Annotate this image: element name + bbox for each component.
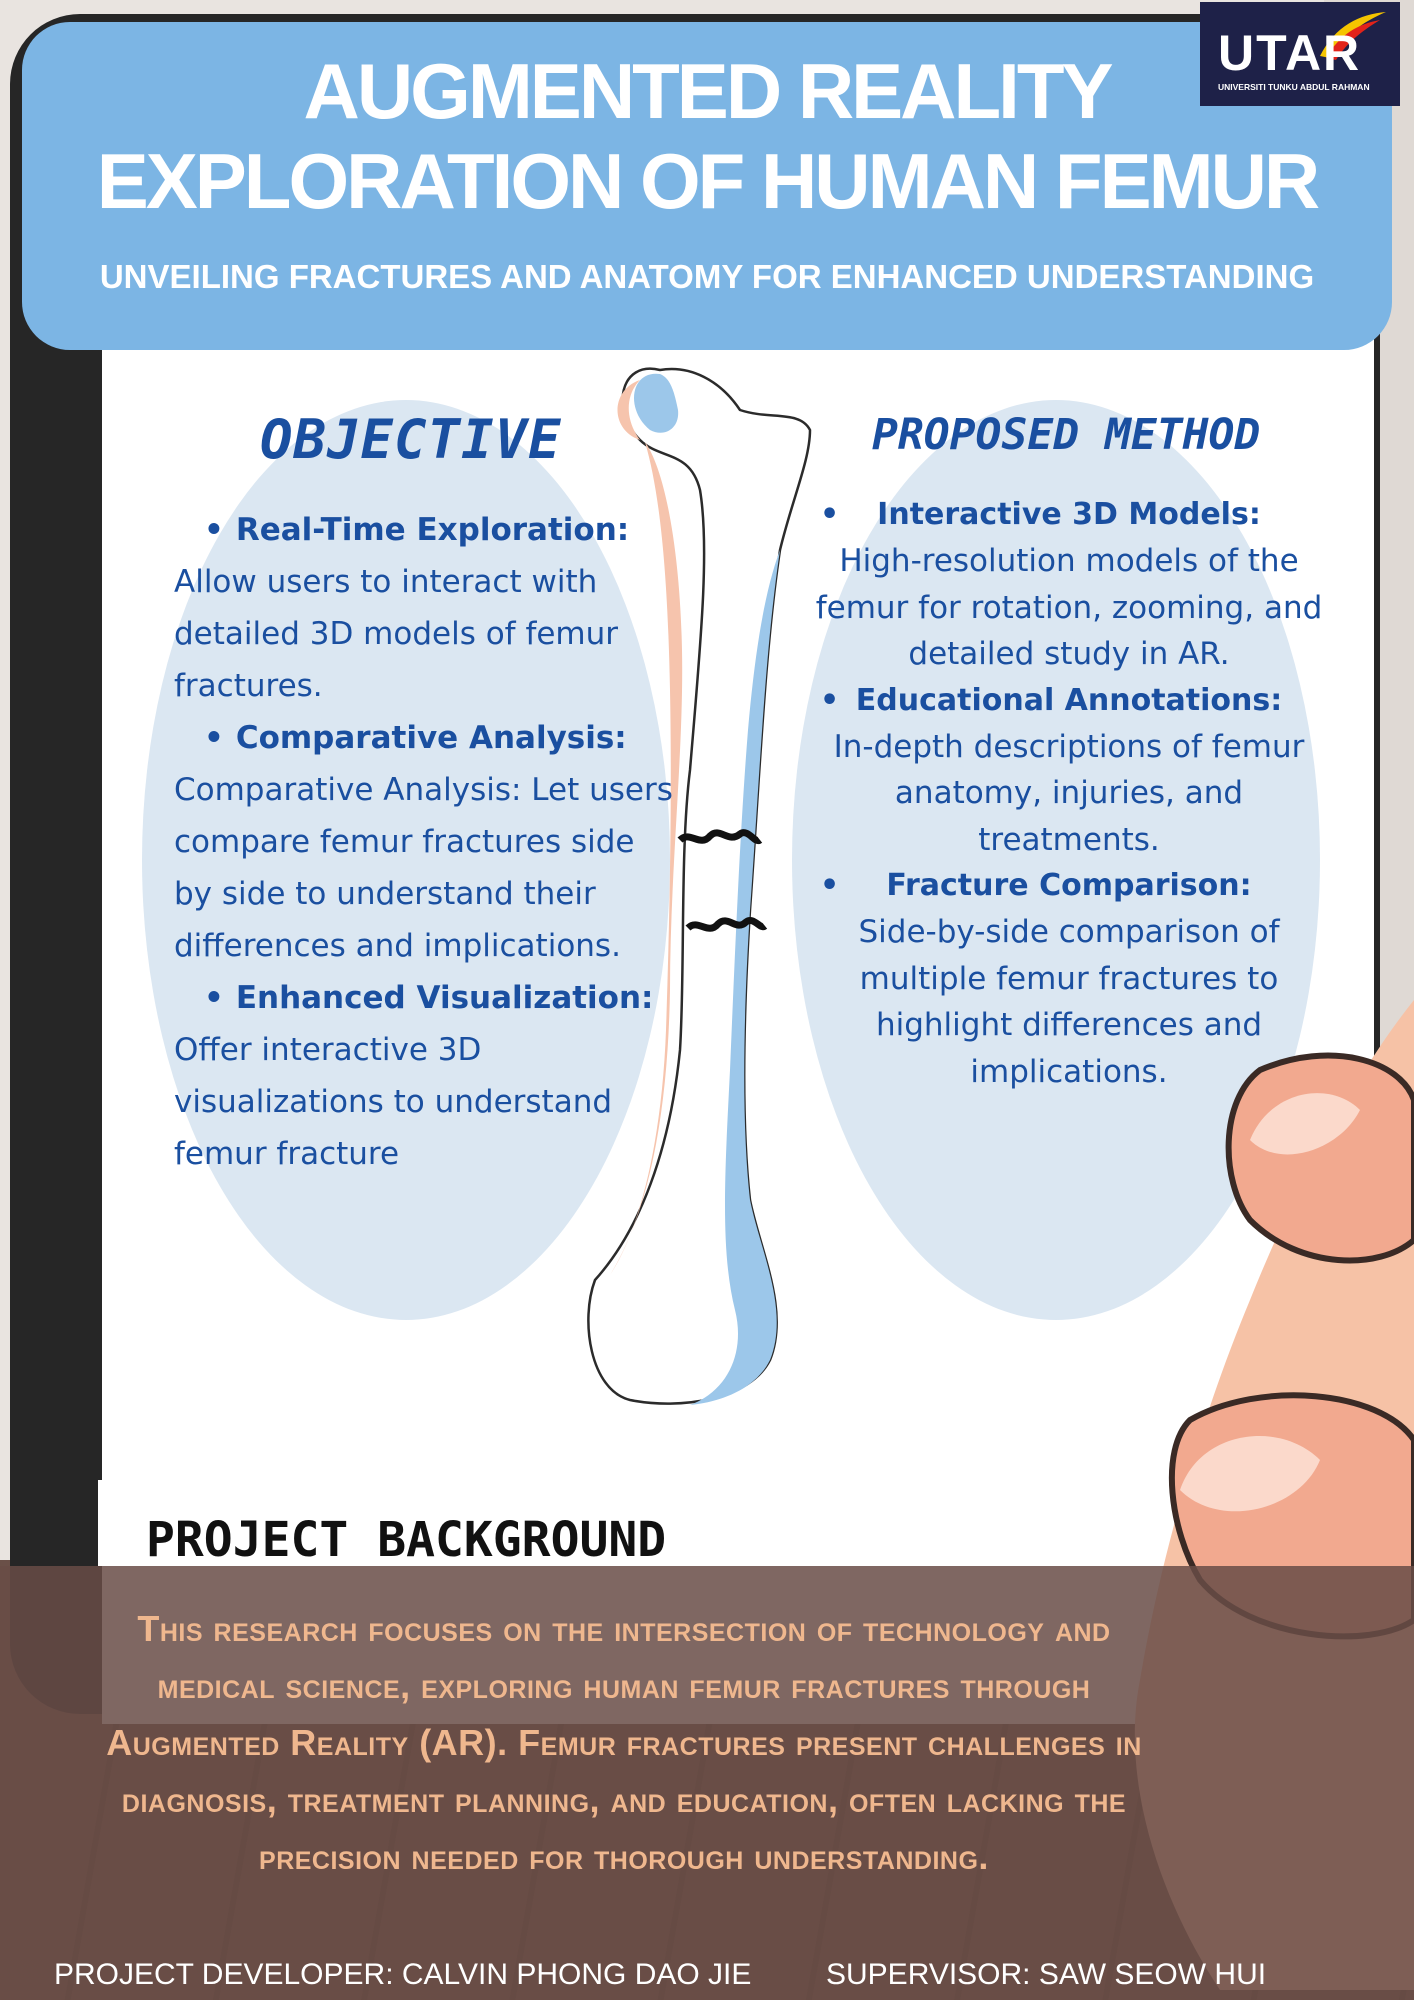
objective-item-heading: • Enhanced Visualization:	[204, 980, 654, 1016]
background-title-box	[98, 1480, 1108, 1566]
method-item-heading: • Educational Annotations:	[820, 682, 1283, 718]
objective-item: • Comparative Analysis: Comparative Analy…	[174, 712, 674, 972]
objective-item-heading: • Comparative Analysis:	[204, 720, 627, 756]
objective-item-body: Allow users to interact with detailed 3D…	[174, 564, 619, 704]
background-panel	[0, 1566, 1414, 2000]
method-item-body: In-depth descriptions of femur anatomy, …	[833, 728, 1305, 858]
femur-head-shading	[633, 373, 679, 433]
background-title: PROJECT BACKGROUND	[146, 1512, 667, 1568]
objective-list: • Real-Time Exploration: Allow users to i…	[174, 504, 674, 1180]
method-item-body: High-resolution models of the femur for …	[815, 543, 1323, 672]
method-item-heading: • Fracture Comparison:	[820, 868, 1252, 903]
objective-title: OBJECTIVE	[260, 408, 562, 471]
method-item-heading: • Interactive 3D Models:	[820, 497, 1261, 532]
femur-shading-blue	[690, 550, 780, 1405]
objective-item: • Real-Time Exploration: Allow users to i…	[174, 504, 674, 712]
page-title-line1: AUGMENTED REALITY	[303, 47, 1114, 135]
method-list: • Interactive 3D Models: High-resolution …	[812, 492, 1326, 1095]
page-subtitle: UNVEILING FRACTURES AND ANATOMY FOR ENHA…	[99, 258, 1315, 295]
logo-swoosh-icon	[1320, 12, 1386, 60]
femur-shading-pink	[610, 442, 683, 1275]
page-title: AUGMENTED REALITY EXPLORATION OF HUMAN F…	[22, 46, 1392, 226]
fracture-line-lower	[685, 917, 768, 932]
utar-logo: UTAR UNIVERSITI TUNKU ABDUL RAHMAN	[1200, 2, 1400, 106]
logo-subtext: UNIVERSITI TUNKU ABDUL RAHMAN	[1218, 82, 1370, 92]
title-banner	[22, 22, 1392, 350]
method-item-body: Side-by-side comparison of multiple femu…	[858, 914, 1280, 1090]
femur-head-pink	[617, 380, 640, 440]
method-title: PROPOSED METHOD	[872, 410, 1261, 460]
fracture-line-upper	[677, 829, 763, 845]
objective-item-body: Offer interactive 3D visualizations to u…	[174, 1032, 613, 1172]
background-text: This research focuses on the intersectio…	[106, 1608, 1142, 1877]
developer-credit: PROJECT DEVELOPER: CALVIN PHONG DAO JIE	[54, 1958, 752, 1991]
objective-item-heading: • Real-Time Exploration:	[204, 512, 630, 548]
logo-text: UTAR	[1218, 25, 1362, 81]
femur-illustration	[587, 367, 812, 1405]
finger-upper	[1225, 1052, 1414, 1264]
supervisor-credit: SUPERVISOR: SAW SEOW HUI	[826, 1958, 1267, 1991]
finger-nail-lower	[1180, 1436, 1320, 1512]
method-item: • Educational Annotations: In-depth descr…	[812, 678, 1326, 864]
objective-item-body: Comparative Analysis: Let users compare …	[174, 772, 673, 964]
objective-oval	[142, 400, 670, 1320]
method-item: • Fracture Comparison: Side-by-side compa…	[812, 863, 1326, 1095]
fracture-gap	[766, 860, 792, 920]
page-title-line2: EXPLORATION OF HUMAN FEMUR	[96, 137, 1321, 225]
method-item: • Interactive 3D Models: High-resolution …	[812, 492, 1326, 678]
finger-nail-upper	[1250, 1093, 1360, 1155]
objective-item: • Enhanced Visualization: Offer interacti…	[174, 972, 674, 1180]
